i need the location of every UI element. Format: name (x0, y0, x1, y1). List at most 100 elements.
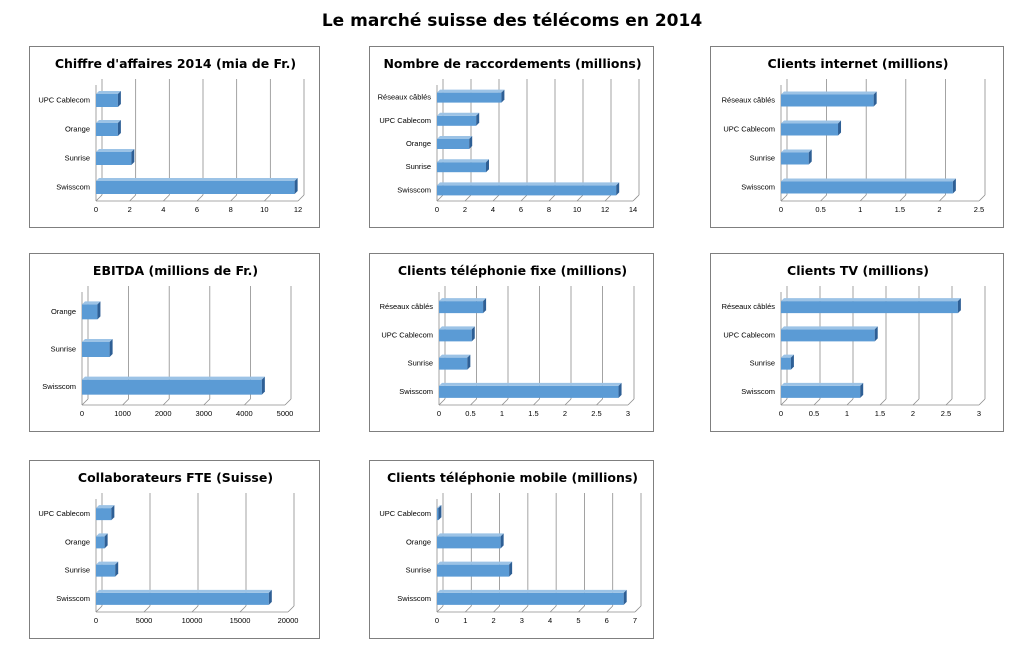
chart-panel-clients-tv: Clients TV (millions) 0 0.5 1 1.5 2 2.5 3 Réseau… (710, 253, 1004, 432)
floor-gridline (163, 194, 170, 202)
bar-top (781, 354, 794, 358)
tick-label: 0 (80, 409, 84, 418)
chart-panel-raccordements: Nombre de raccordements (millions) 0 2 4 6 8 1… (369, 46, 654, 228)
bar-top (96, 178, 298, 181)
category-label: Réseaux câblés (722, 96, 776, 105)
bar-top (96, 589, 272, 593)
bar-side (469, 136, 473, 149)
bar-upc-cablecom (96, 505, 115, 521)
bar-side (294, 178, 298, 194)
tick-label: 1.5 (875, 409, 885, 418)
bar-sunrise (439, 354, 471, 370)
floor-gridline (239, 605, 247, 613)
tick-label: 2000 (155, 409, 172, 418)
floor-gridline (978, 194, 986, 202)
category-label: Orange (406, 139, 431, 148)
bar-side (874, 326, 878, 342)
bar-side (509, 561, 513, 577)
bar-top (96, 149, 135, 152)
bar-top (781, 91, 877, 95)
bar-side (501, 89, 505, 103)
floor-gridline (564, 398, 572, 406)
bar-top (781, 382, 864, 386)
bar-upc-cablecom (439, 326, 475, 342)
bar-front (781, 152, 809, 165)
bar-reseaux-cables (437, 89, 505, 103)
category-label: UPC Cablecom (723, 125, 775, 134)
floor-gridline (129, 194, 136, 202)
category-label: Sunrise (65, 154, 90, 163)
bar-side (483, 298, 487, 314)
bar-top (781, 149, 812, 153)
category-label: UPC Cablecom (38, 509, 90, 518)
bar-side (500, 533, 504, 549)
floor-gridline (978, 398, 986, 406)
bar-side (808, 149, 812, 165)
bar-sunrise (781, 354, 794, 370)
category-label: Swisscom (741, 387, 775, 396)
tick-label: 5000 (136, 616, 153, 625)
floor-gridline (632, 194, 640, 202)
bar-side (111, 505, 115, 521)
bar-top (439, 326, 475, 330)
bar-upc-cablecom (781, 120, 842, 136)
tick-label: 3000 (195, 409, 212, 418)
bar-sunrise (96, 561, 119, 577)
floor-gridline (548, 194, 556, 202)
chart-panel-chiffre-affaires: Chiffre d'affaires 2014 (mia de Fr.) 0 2 4 6… (29, 46, 320, 228)
bar-top (96, 533, 108, 537)
bar-front (96, 181, 295, 194)
bar-swisscom (96, 589, 272, 605)
category-label: Orange (65, 125, 90, 134)
floor-gridline (879, 398, 887, 406)
floor-gridline (465, 605, 472, 613)
floor-gridline (95, 605, 103, 613)
bar-orange (96, 533, 108, 549)
tick-label: 10 (260, 205, 268, 214)
bar-side (790, 354, 794, 370)
bar-front (82, 342, 110, 357)
floor-gridline (143, 605, 151, 613)
tick-label: 1 (845, 409, 849, 418)
bar-orange (437, 136, 473, 149)
tick-label: 4 (548, 616, 552, 625)
tick-label: 12 (601, 205, 609, 214)
tick-label: 0.5 (809, 409, 819, 418)
bar-top (781, 298, 961, 302)
bar-top (439, 298, 487, 302)
bar-front (437, 162, 486, 173)
bar-swisscom (439, 382, 622, 398)
bar-swisscom (437, 589, 627, 605)
bar-sunrise (781, 149, 812, 165)
tick-label: 2 (491, 616, 495, 625)
bar-side (860, 382, 864, 398)
tick-label: 1000 (114, 409, 131, 418)
bar-side (616, 182, 620, 196)
bar-front (96, 94, 118, 107)
floor-gridline (627, 398, 635, 406)
tick-label: 3 (520, 616, 524, 625)
bar-side (115, 561, 119, 577)
category-label: UPC Cablecom (38, 96, 90, 105)
floor-gridline (203, 398, 211, 406)
bar-top (439, 382, 622, 386)
category-label: Orange (406, 537, 431, 546)
floor-gridline (912, 398, 920, 406)
bar-front (437, 536, 501, 549)
tick-label: 7 (633, 616, 637, 625)
floor-gridline (521, 605, 529, 613)
tick-label: 0 (94, 205, 98, 214)
category-label: Swisscom (397, 185, 431, 194)
tick-label: 0 (437, 409, 441, 418)
bar-orange (96, 120, 121, 136)
bar-upc-cablecom (437, 112, 480, 126)
tick-label: 2 (563, 409, 567, 418)
bar-front (781, 94, 874, 107)
bar-side (268, 589, 272, 605)
floor-gridline (549, 605, 557, 613)
tick-label: 2 (911, 409, 915, 418)
floor-gridline (820, 194, 827, 202)
chart-ebitda: EBITDA (millions de Fr.) 0 1000 2000 3000 400… (42, 263, 293, 418)
floor-gridline (244, 398, 251, 406)
tick-label: 1.5 (528, 409, 538, 418)
